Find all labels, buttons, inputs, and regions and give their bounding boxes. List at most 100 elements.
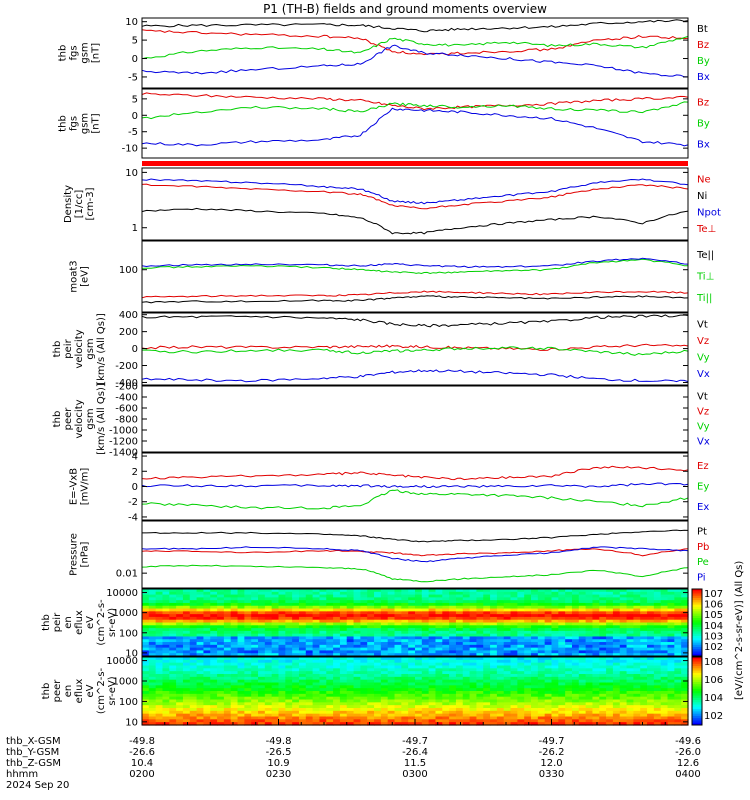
spectrogram-cell [367,668,375,672]
spectrogram-cell [435,671,443,675]
spectrogram-cell [647,676,655,681]
spectrogram-cell [162,611,170,615]
spectrogram-cell [360,608,368,612]
spectrogram-cell [210,691,218,695]
spectrogram-cell [292,619,300,624]
spectrogram-cell [599,633,607,638]
spectrogram-cell [428,594,437,598]
spectrogram-cell [333,633,341,638]
spectrogram-cell [346,682,355,686]
spectrogram-cell [189,674,198,678]
spectrogram-cell [490,619,498,624]
spectrogram-cell [196,608,205,612]
spectrogram-cell [483,693,491,698]
spectrogram-cell [496,619,505,624]
spectrogram-cell [490,722,498,726]
spectrogram-cell [203,693,211,698]
spectrogram-cell [182,679,191,684]
spectrogram-cell [490,630,498,635]
spectrogram-cell [415,608,423,612]
spectrogram-cell [531,650,539,654]
spectrogram-cell [483,685,491,689]
spectrogram-cell [346,671,355,675]
spectrogram-cell [217,608,225,612]
spectrogram-cell [524,600,532,604]
spectrogram-cell [155,633,164,638]
y-tick-label: -600 [115,404,138,415]
spectrogram-cell [387,657,396,661]
spectrogram-cell [271,702,280,706]
colorbar-label: 103 [704,631,723,642]
spectrogram-cell [148,647,157,652]
spectrogram-cell [210,699,218,703]
spectrogram-cell [612,671,621,675]
spectrogram-cell [469,699,478,703]
spectrogram-cell [196,713,205,718]
spectrogram-cell [189,628,198,632]
spectrogram-cell [476,722,484,726]
spectrogram-cell [462,647,471,652]
spectrogram-cell [435,653,443,657]
spectrogram-cell [435,597,443,601]
spectrogram-cell [565,647,573,652]
spectrogram-cell [537,722,546,726]
spectrogram-cell [592,633,600,638]
spectrogram-cell [483,622,491,626]
spectrogram-cell [585,608,594,612]
spectrogram-cell [496,625,505,629]
spectrogram-cell [237,628,245,632]
spectrogram-cell [558,636,566,640]
spectrogram-cell [196,699,205,703]
spectrogram-cell [449,710,457,715]
spectrogram-cell [326,668,334,672]
spectrogram-cell [339,693,348,698]
y-tick-label: 0 [132,54,138,65]
spectrogram-cell [476,591,484,596]
spectrogram-cell [667,665,675,669]
spectrogram-cell [503,614,512,618]
spectrogram-cell [619,611,628,615]
spectrogram-cell [339,625,348,629]
spectrogram-cell [585,676,594,681]
spectrogram-cell [565,659,573,664]
spectrogram-cell [394,605,402,610]
spectrogram-cell [653,657,662,661]
spectrogram-cell [339,719,348,723]
spectrogram-cell [462,597,471,601]
spectrogram-cell [537,639,546,643]
spectrogram-cell [681,600,689,604]
spectrogram-cell [326,605,334,610]
spectrogram-cell [483,591,491,596]
y-label-line: gsm [80,42,91,63]
spectrogram-cell [360,659,368,664]
spectrogram-cell [647,594,655,598]
spectrogram-cell [380,665,389,669]
spectrogram-cell [667,605,675,610]
spectrogram-cell [394,622,402,626]
spectrogram-cell [647,702,655,706]
y-label-line: sr-eV) [107,676,118,705]
spectrogram-cell [524,602,532,607]
y-label-line: [nT] [91,43,102,63]
spectrogram-cell [455,699,464,703]
spectrogram-cell [264,696,273,701]
spectrogram-cell [517,622,525,626]
spectrogram-cell [223,696,232,701]
spectrogram-cell [640,642,648,646]
spectrogram-cell [660,719,669,723]
spectrogram-cell [612,602,621,607]
spectrogram-cell [537,679,546,684]
spectrogram-cell [483,696,491,701]
spectrogram-cell [182,708,191,712]
spectrogram-cell [626,710,634,715]
spectrogram-cell [210,688,218,692]
spectrogram-cell [217,668,225,672]
spectrogram-cell [408,614,416,618]
spectrogram-cell [353,642,361,646]
spectrogram-cell [551,674,559,678]
spectrogram-cell [408,688,416,692]
spectrogram-cell [558,628,566,632]
spectrogram-cell [415,639,423,643]
spectrogram-cell [647,705,655,709]
